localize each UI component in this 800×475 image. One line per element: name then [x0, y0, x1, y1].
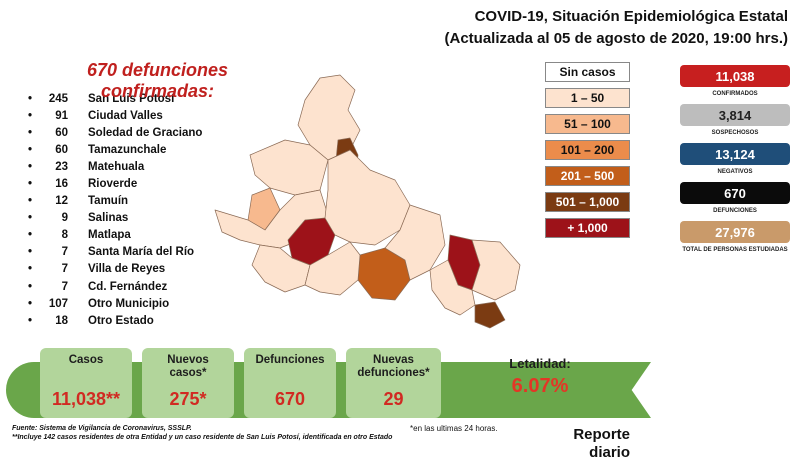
death-count: 12 [55, 195, 68, 208]
death-count: 107 [48, 297, 68, 310]
municipality-name: Santa María del Río [88, 246, 195, 259]
map-region-east-center [384, 204, 446, 281]
death-count: 60 [55, 143, 68, 156]
stat-confirmados-label: CONFIRMADOS [712, 91, 758, 97]
municipality-name: Cd. Fernández [88, 280, 168, 293]
defunciones-value: 670 [274, 389, 306, 409]
death-count: 16 [55, 178, 68, 191]
casos-value: 11,038** [51, 389, 121, 409]
legend-item: 101 – 200 [545, 140, 630, 160]
map-region-huasteca [471, 239, 521, 301]
municipality-name: Tamuín [88, 195, 129, 208]
source-note: Fuente: Sistema de Vigilancia de Coronav… [12, 425, 192, 432]
letalidad-label: Letalidad: [509, 356, 571, 371]
stat-defunciones-value: 670 [680, 182, 790, 204]
legend-item: + 1,000 [545, 218, 630, 238]
list-item: • 60 Tamazunchale [28, 143, 167, 156]
legend-item: Sin casos [545, 62, 630, 82]
legend-item: 201 – 500 [545, 166, 630, 186]
list-item: • 245 San Luis Potosí [28, 92, 175, 105]
nuevas-defunciones-label: Nuevas defunciones* [357, 354, 430, 379]
municipality-name: Soledad de Graciano [88, 126, 203, 139]
municipality-name: Otro Estado [88, 314, 154, 327]
stat-total-label: TOTAL DE PERSONAS ESTUDIADAS [682, 247, 788, 253]
state-map [214, 74, 521, 329]
stat-total-value: 27,976 [680, 221, 790, 243]
nuevos-casos-value: 275* [169, 389, 207, 409]
defunciones-card: Defunciones 670 [244, 348, 336, 418]
letalidad-value: 6.07% [511, 375, 569, 397]
municipality-name: Otro Municipio [88, 297, 170, 310]
footer-notes: Fuente: Sistema de Vigilancia de Coronav… [12, 424, 482, 442]
list-item: • 91 Ciudad Valles [28, 109, 163, 122]
report-line-2: diario [589, 444, 630, 461]
stat-negativos-value: 13,124 [680, 143, 790, 165]
death-count: 9 [61, 212, 68, 225]
stat-sospechosos-value: 3,814 [680, 104, 790, 126]
map-region-south-center [304, 241, 361, 296]
report-line-1: Reporte [573, 426, 630, 443]
legend-item: 51 – 100 [545, 114, 630, 134]
list-item: • 23 Matehuala [28, 160, 145, 173]
map-region-tamazunchale [474, 301, 506, 329]
report-header: COVID-19, Situación Epidemiológica Estat… [445, 6, 788, 50]
map-region-center [324, 149, 411, 246]
last-24h-note: *en las ultimas 24 horas. [410, 424, 498, 433]
nuevas-defunciones-card: Nuevas defunciones* 29 [346, 348, 441, 418]
death-count: 18 [55, 314, 68, 327]
map-legend: Sin casos 1 – 50 51 – 100 101 – 200 201 … [545, 62, 630, 244]
list-item: • 9 Salinas [28, 212, 129, 225]
legend-item: 501 – 1,000 [545, 192, 630, 212]
stat-negativos-label: NEGATIVOS [717, 169, 753, 175]
municipality-name: San Luis Potosí [88, 92, 175, 105]
death-count: 91 [55, 109, 68, 122]
municipality-name: Ciudad Valles [88, 109, 163, 122]
municipality-name: Villa de Reyes [88, 263, 166, 276]
death-count: 7 [61, 280, 68, 293]
list-item: • 7 Villa de Reyes [28, 263, 166, 276]
residents-note: **Incluye 142 casos residentes de otra E… [12, 434, 393, 441]
stats-panel: 11,038 CONFIRMADOS 3,814 SOSPECHOSOS 13,… [680, 65, 790, 264]
legend-item: 1 – 50 [545, 88, 630, 108]
header-title: COVID-19, Situación Epidemiológica Estat… [474, 8, 788, 25]
letalidad-panel: Letalidad: 6.07% [450, 352, 630, 412]
defunciones-label: Defunciones [255, 354, 325, 366]
death-count: 7 [61, 263, 68, 276]
nuevos-casos-card: Nuevos casos* 275* [142, 348, 234, 418]
report-label: Reporte diario [573, 426, 630, 462]
list-item: • 8 Matlapa [28, 229, 131, 242]
municipality-name: Matehuala [88, 160, 145, 173]
municipality-name: Matlapa [88, 229, 131, 242]
death-count: 60 [55, 126, 68, 139]
list-item: • 60 Soledad de Graciano [28, 126, 203, 139]
municipality-name: Rioverde [88, 178, 138, 191]
municipality-name: Salinas [88, 212, 129, 225]
death-count: 8 [61, 229, 68, 242]
death-count: 7 [61, 246, 68, 259]
header-subtitle: (Actualizada al 05 de agosto de 2020, 19… [444, 30, 788, 47]
nuevos-casos-label: Nuevos casos* [167, 354, 209, 379]
casos-label: Casos [68, 354, 104, 366]
municipality-list: • 245 San Luis Potosí • 91 Ciudad Valles • 60… [28, 90, 202, 329]
casos-card: Casos 11,038** [40, 348, 132, 418]
list-item: • 7 Cd. Fernández [28, 280, 168, 293]
stat-defunciones-label: DEFUNCIONES [713, 208, 757, 214]
map-region-huasteca-south [429, 259, 476, 316]
death-count: 245 [48, 92, 68, 105]
municipality-name: Tamazunchale [88, 143, 167, 156]
list-item: • 18 Otro Estado [28, 314, 154, 327]
list-item: • 12 Tamuín [28, 195, 129, 208]
list-item: • 7 Santa María del Río [28, 246, 195, 259]
stat-confirmados-value: 11,038 [680, 65, 790, 87]
nuevas-defunciones-value: 29 [383, 389, 404, 409]
list-item: • 107 Otro Municipio [28, 297, 170, 310]
death-count: 23 [55, 160, 68, 173]
stat-sospechosos-label: SOSPECHOSOS [711, 130, 759, 136]
list-item: • 16 Rioverde [28, 178, 138, 191]
deaths-title: 670 defunciones confirmadas: [86, 60, 229, 101]
